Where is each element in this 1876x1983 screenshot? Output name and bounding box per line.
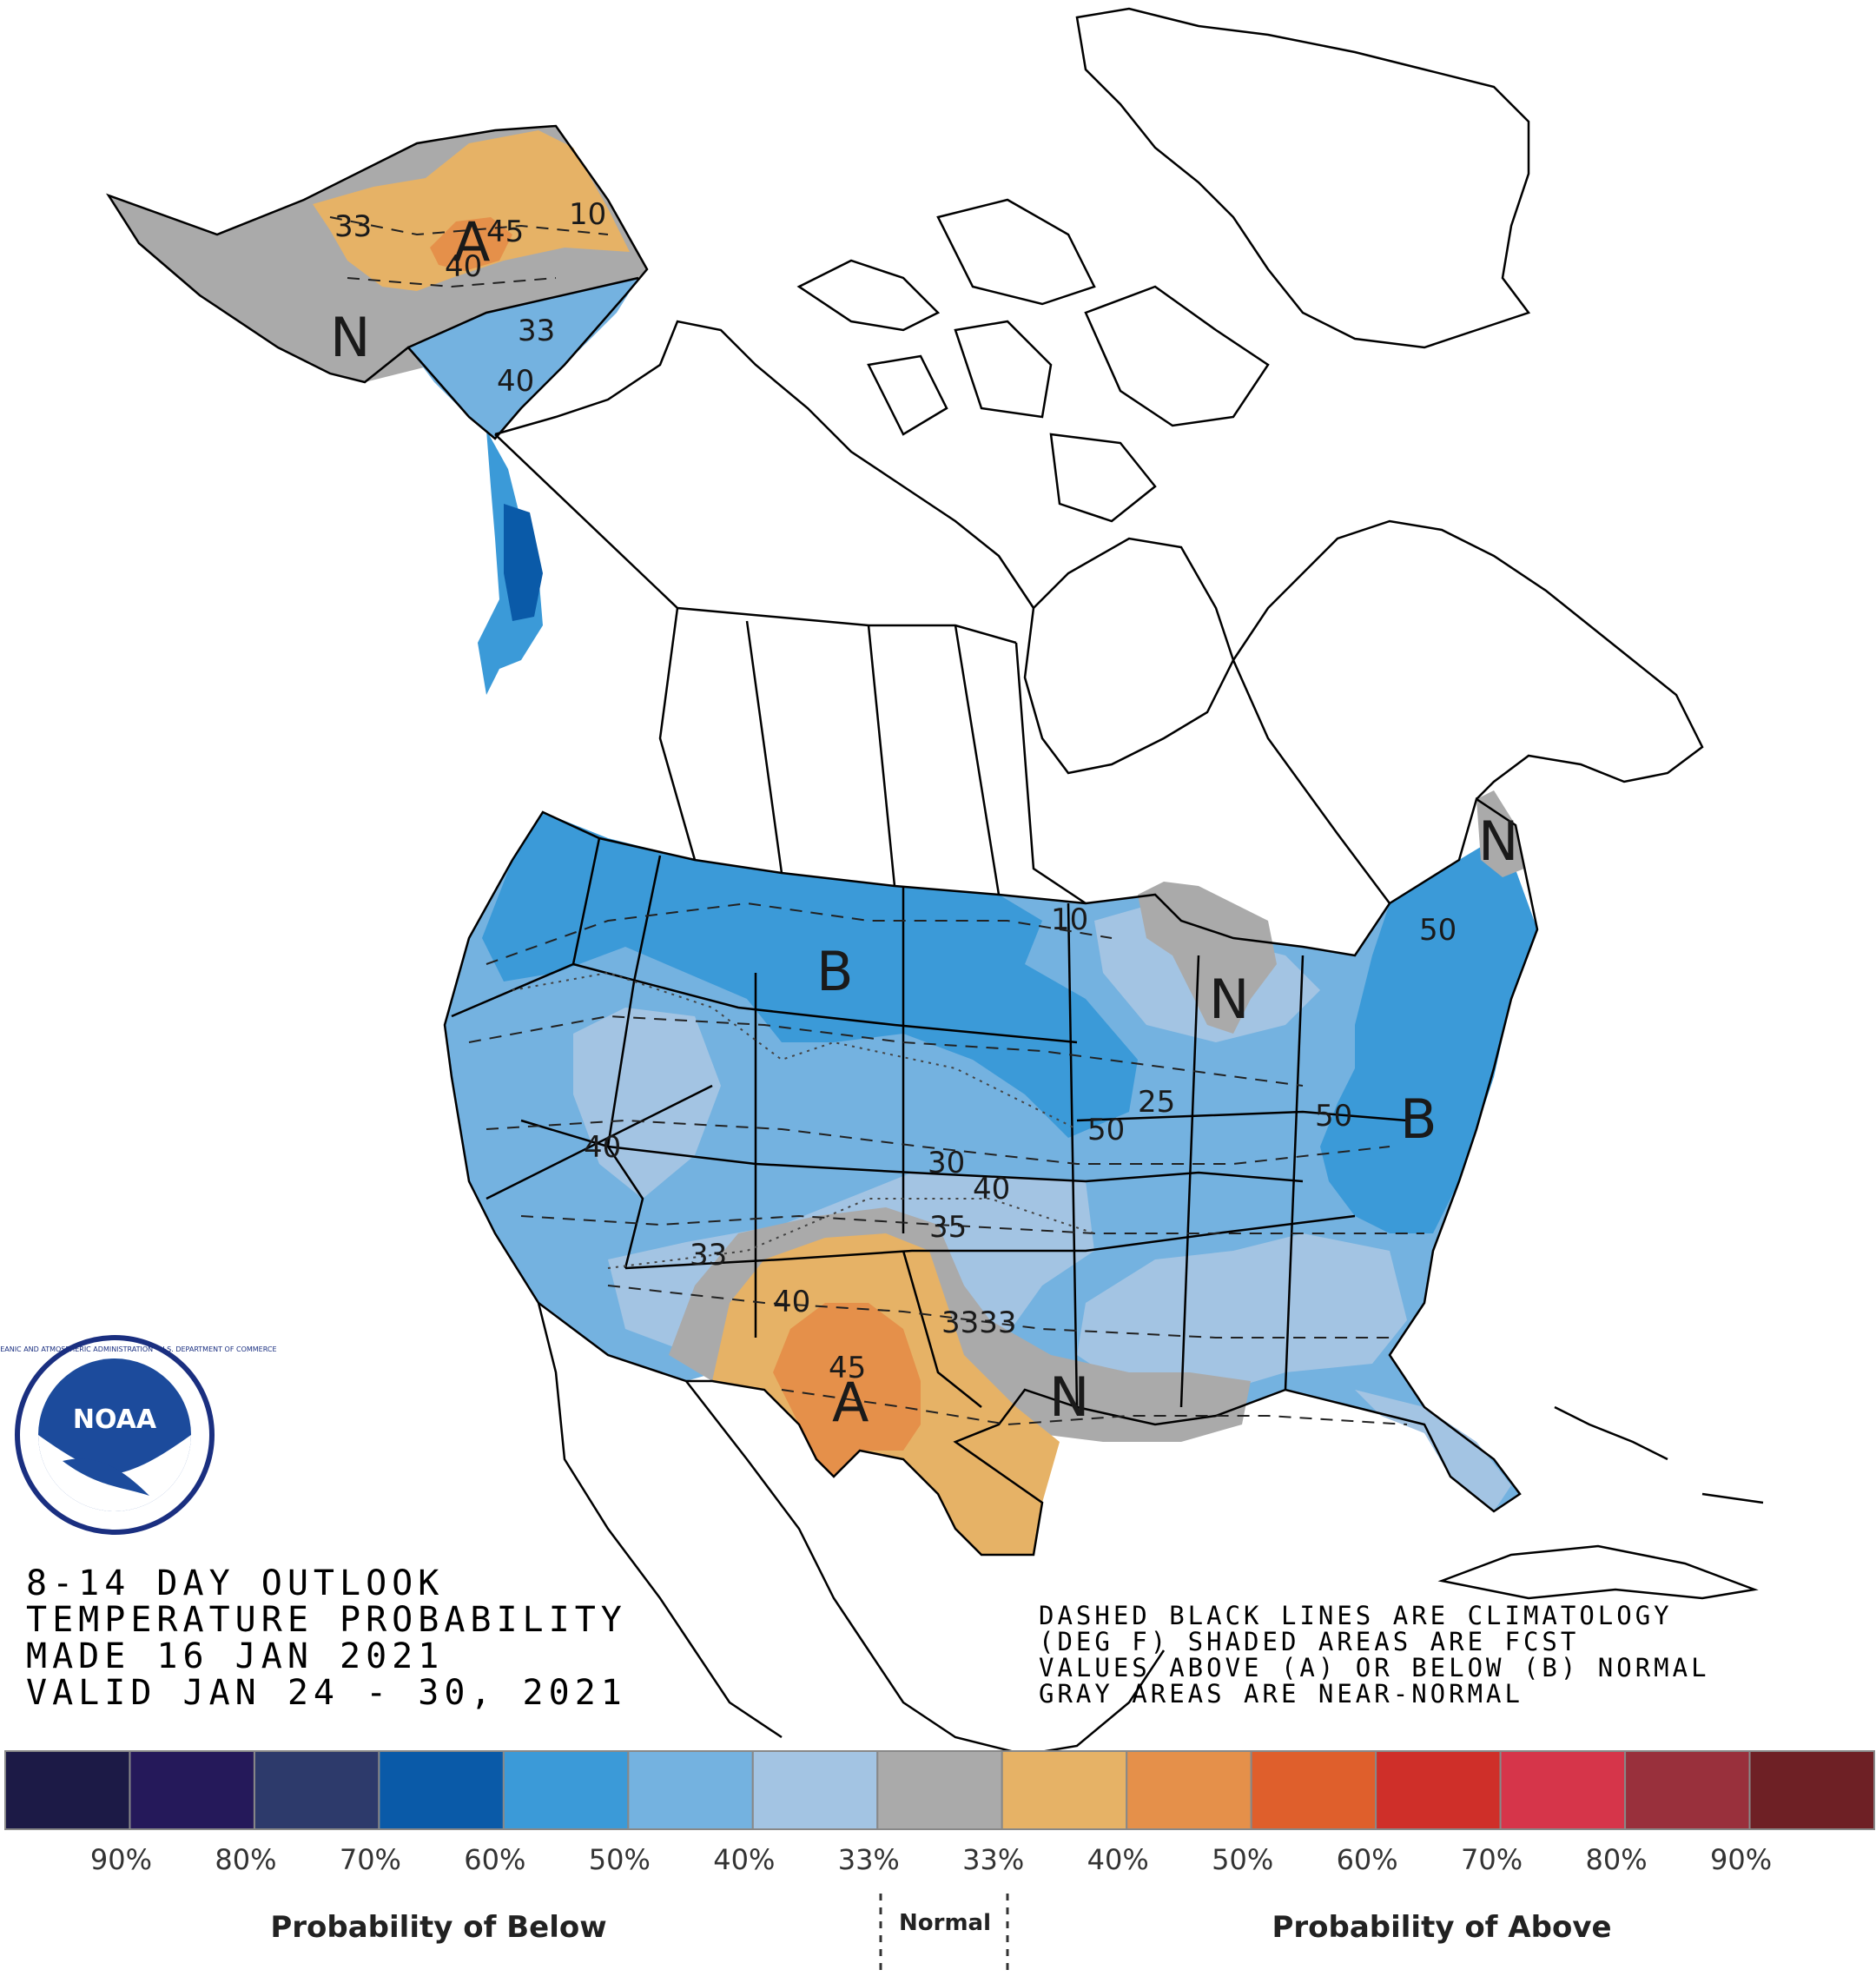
contour-label: 35 — [929, 1210, 967, 1245]
south-light-area — [1077, 1233, 1407, 1398]
noaa-logo: NOAA NATIONAL OCEANIC AND ATMOSPHERIC AD… — [0, 1335, 277, 1535]
legend-tick-label: 50% — [589, 1843, 651, 1876]
contour-label: 40 — [773, 1285, 810, 1319]
panhandle-below-60-area — [504, 504, 543, 621]
contour-label: 3333 — [941, 1305, 1017, 1340]
legend: 90% 80% 70% 60% 50% 40% 33% 33% 40% 50% 60% 70% 80% 9… — [4, 1750, 1875, 1972]
legend-tick-label: 80% — [215, 1843, 276, 1876]
legend-swatch — [876, 1750, 1003, 1830]
coastlines-and-borders — [105, 7, 1764, 1756]
contour-label: 40 — [584, 1130, 621, 1165]
legend-swatch — [1748, 1750, 1875, 1830]
contour-label: 40 — [445, 249, 482, 284]
legend-tick-label: 90% — [90, 1843, 152, 1876]
contour-label: 10 — [569, 197, 606, 232]
legend-swatch — [751, 1750, 879, 1830]
legend-below-label: Probability of Below — [270, 1910, 606, 1945]
great-lakes-normal-letter: N — [1209, 968, 1249, 1031]
gulf-normal-letter: N — [1049, 1365, 1089, 1429]
contour-label: 45 — [486, 215, 524, 249]
legend-swatch — [627, 1750, 754, 1830]
east-below-50-area — [1320, 834, 1537, 1233]
legend-tick-label: 70% — [1461, 1843, 1523, 1876]
alaska-normal-letter: N — [330, 306, 370, 369]
legend-swatch — [1250, 1750, 1377, 1830]
plains-below-letter: B — [816, 940, 854, 1003]
alaska-above-letter: A — [453, 210, 490, 274]
legend-tick-label: 60% — [1337, 1843, 1398, 1876]
contour-label: 45 — [829, 1351, 866, 1385]
contour-label: 10 — [1051, 902, 1088, 937]
note-line-2: (DEG F) SHADED AREAS ARE FCST — [1039, 1627, 1579, 1656]
note-line-3: VALUES ABOVE (A) OR BELOW (B) NORMAL — [1039, 1653, 1710, 1682]
great-lakes-near-normal-area — [1138, 882, 1277, 1034]
title-line-2: TEMPERATURE PROBABILITY — [26, 1600, 627, 1640]
legend-tick-label: 80% — [1586, 1843, 1648, 1876]
title-line-1: 8-14 DAY OUTLOOK — [26, 1563, 444, 1603]
contour-label: 33 — [690, 1238, 727, 1272]
title-line-4: VALID JAN 24 - 30, 2021 — [26, 1673, 627, 1713]
legend-swatch — [1375, 1750, 1502, 1830]
contour-label: 40 — [973, 1172, 1010, 1206]
contour-label: 50 — [1087, 1113, 1125, 1147]
noaa-logo-text: NOAA — [73, 1405, 157, 1435]
alaska-below-area — [408, 278, 638, 439]
legend-color-bar — [4, 1750, 1875, 1830]
legend-swatch — [1126, 1750, 1252, 1830]
contour-label: 30 — [928, 1146, 965, 1180]
legend-tick-label: 90% — [1710, 1843, 1772, 1876]
alaska-above-area — [313, 130, 630, 291]
note-line-1: DASHED BLACK LINES ARE CLIMATOLOGY — [1039, 1601, 1673, 1630]
alaska-above-40-area — [430, 217, 512, 271]
texas-above-45-area — [773, 1303, 921, 1477]
florida-light-area — [1355, 1390, 1511, 1511]
legend-swatch — [1624, 1750, 1751, 1830]
maine-near-normal-area — [1476, 790, 1524, 877]
legend-swatch — [129, 1750, 255, 1830]
legend-tick-label: 50% — [1212, 1843, 1273, 1876]
probability-contours — [512, 971, 1095, 1269]
contour-label: 33 — [518, 314, 555, 348]
contour-label: 33 — [334, 209, 372, 244]
title-line-3: MADE 16 JAN 2021 — [26, 1636, 444, 1676]
legend-tick-label: 40% — [1087, 1843, 1149, 1876]
legend-tick-label: 33% — [838, 1843, 900, 1876]
east-below-letter: B — [1400, 1087, 1437, 1151]
legend-tick-label: 70% — [340, 1843, 401, 1876]
legend-tick-label: 40% — [713, 1843, 775, 1876]
legend-swatch — [4, 1750, 131, 1830]
legend-ticks: 90% 80% 70% 60% 50% 40% 33% 33% 40% 50% 60% 70% 80% 9… — [90, 1843, 1772, 1876]
contour-label: 25 — [1138, 1085, 1175, 1120]
legend-tick-label: 60% — [464, 1843, 525, 1876]
contour-label: 40 — [497, 364, 534, 399]
legend-swatch — [502, 1750, 630, 1830]
legend-swatch — [378, 1750, 505, 1830]
legend-swatch — [1499, 1750, 1627, 1830]
note-line-4: GRAY AREAS ARE NEAR-NORMAL — [1039, 1679, 1523, 1709]
climatology-contours — [329, 216, 1424, 1426]
texas-above-letter: A — [832, 1371, 869, 1434]
legend-tick-label: 33% — [962, 1843, 1024, 1876]
noaa-logo-ring-text: NATIONAL OCEANIC AND ATMOSPHERIC ADMINIS… — [0, 1345, 277, 1353]
legend-swatch — [1001, 1750, 1128, 1830]
contour-label: 50 — [1419, 913, 1457, 948]
legend-swatch — [253, 1750, 380, 1830]
maine-normal-letter: N — [1478, 810, 1518, 873]
legend-above-label: Probability of Above — [1272, 1910, 1611, 1945]
contour-label: 50 — [1315, 1099, 1352, 1134]
legend-normal-label: Normal — [899, 1910, 991, 1936]
